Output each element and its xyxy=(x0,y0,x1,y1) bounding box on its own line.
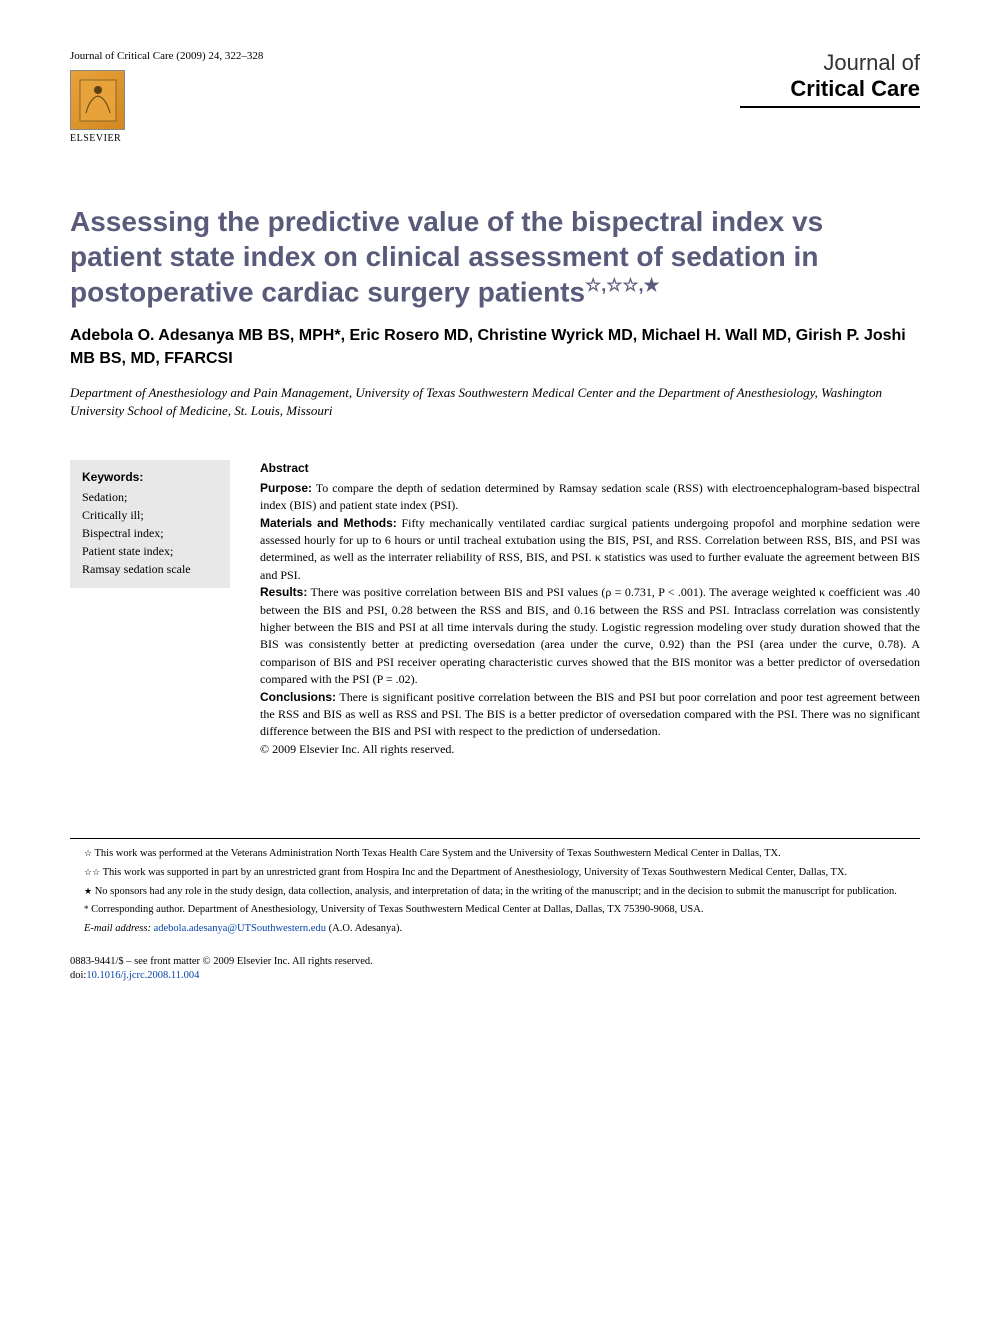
brand-underline xyxy=(740,106,920,108)
footnote-text: This work was supported in part by an un… xyxy=(100,867,847,878)
footnote-3: ★ No sponsors had any role in the study … xyxy=(70,885,920,900)
issn-line: 0883-9441/$ – see front matter © 2009 El… xyxy=(70,955,920,970)
keyword-item: Bispectral index; xyxy=(82,524,218,542)
email-label: E-mail address: xyxy=(84,923,154,934)
abstract-methods: Materials and Methods: Fifty mechanicall… xyxy=(260,515,920,585)
journal-brand: Journal of Critical Care xyxy=(740,50,920,108)
brand-line-2: Critical Care xyxy=(740,76,920,102)
purpose-text: To compare the depth of sedation determi… xyxy=(260,481,920,512)
affiliation: Department of Anesthesiology and Pain Ma… xyxy=(70,384,920,420)
email-line: E-mail address: adebola.adesanya@UTSouth… xyxy=(70,922,920,937)
doi-line: doi:10.1016/j.jcrc.2008.11.004 xyxy=(70,969,920,984)
abstract-copyright: © 2009 Elsevier Inc. All rights reserved… xyxy=(260,741,920,758)
keyword-item: Ramsay sedation scale xyxy=(82,560,218,578)
footnote-2: ☆☆ This work was supported in part by an… xyxy=(70,866,920,881)
corresponding-author: * Corresponding author. Department of An… xyxy=(70,903,920,918)
keywords-list: Sedation; Critically ill; Bispectral ind… xyxy=(82,488,218,578)
footnote-marker: ☆ xyxy=(84,848,92,858)
email-suffix: (A.O. Adesanya). xyxy=(326,923,402,934)
doi-prefix: doi: xyxy=(70,970,86,981)
abstract-results: Results: There was positive correlation … xyxy=(260,584,920,688)
purpose-label: Purpose: xyxy=(260,481,312,495)
footnote-text: No sponsors had any role in the study de… xyxy=(92,886,897,897)
keyword-item: Patient state index; xyxy=(82,542,218,560)
footnote-text: Corresponding author. Department of Anes… xyxy=(89,904,704,915)
publisher-name: ELSEVIER xyxy=(70,133,263,144)
email-link[interactable]: adebola.adesanya@UTSouthwestern.edu xyxy=(154,923,326,934)
author-list: Adebola O. Adesanya MB BS, MPH*, Eric Ro… xyxy=(70,325,920,370)
keyword-item: Sedation; xyxy=(82,488,218,506)
results-text: There was positive correlation between B… xyxy=(260,585,920,686)
header-left: Journal of Critical Care (2009) 24, 322–… xyxy=(70,50,263,144)
title-footnote-markers: ☆,☆☆,★ xyxy=(585,275,660,295)
abstract-purpose: Purpose: To compare the depth of sedatio… xyxy=(260,480,920,515)
abstract-heading: Abstract xyxy=(260,460,920,477)
methods-label: Materials and Methods: xyxy=(260,516,397,530)
footnote-1: ☆ This work was performed at the Veteran… xyxy=(70,847,920,862)
keywords-heading: Keywords: xyxy=(82,470,218,484)
content-row: Keywords: Sedation; Critically ill; Bisp… xyxy=(70,460,920,758)
elsevier-logo-icon xyxy=(70,70,125,130)
footnote-text: This work was performed at the Veterans … xyxy=(92,848,781,859)
page-header: Journal of Critical Care (2009) 24, 322–… xyxy=(70,50,920,144)
abstract: Abstract Purpose: To compare the depth o… xyxy=(260,460,920,758)
footer-info: 0883-9441/$ – see front matter © 2009 El… xyxy=(70,955,920,984)
article-title: Assessing the predictive value of the bi… xyxy=(70,204,920,309)
keyword-item: Critically ill; xyxy=(82,506,218,524)
title-text: Assessing the predictive value of the bi… xyxy=(70,206,823,307)
brand-line-1: Journal of xyxy=(740,50,920,76)
footnote-marker: ☆☆ xyxy=(84,867,100,877)
results-label: Results: xyxy=(260,585,307,599)
footnote-marker: ★ xyxy=(84,886,92,896)
keywords-sidebar: Keywords: Sedation; Critically ill; Bisp… xyxy=(70,460,230,588)
conclusions-text: There is significant positive correlatio… xyxy=(260,690,920,739)
footnotes: ☆ This work was performed at the Veteran… xyxy=(70,838,920,936)
conclusions-label: Conclusions: xyxy=(260,690,336,704)
doi-link[interactable]: 10.1016/j.jcrc.2008.11.004 xyxy=(86,970,199,981)
abstract-conclusions: Conclusions: There is significant positi… xyxy=(260,689,920,741)
journal-reference: Journal of Critical Care (2009) 24, 322–… xyxy=(70,50,263,62)
